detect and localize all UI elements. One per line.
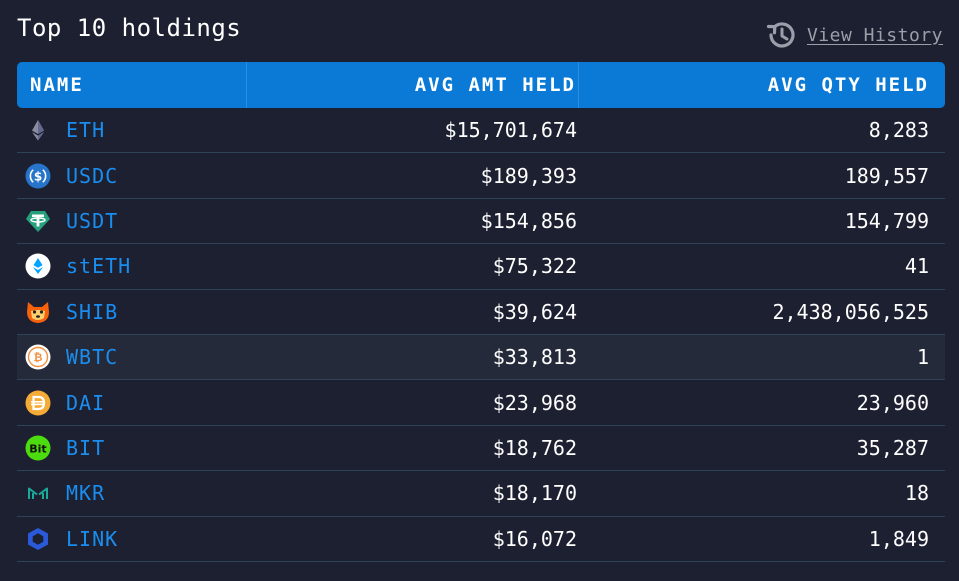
coin-symbol-link[interactable]: LINK — [66, 526, 119, 551]
usdt-icon — [25, 208, 51, 234]
usdc-icon: $ — [25, 163, 51, 189]
link-icon — [25, 526, 51, 552]
cell-avg-amount: $18,762 — [492, 435, 577, 460]
cell-avg-quantity: 1 — [916, 345, 929, 370]
cell-avg-amount: $23,968 — [492, 390, 577, 415]
cell-avg-quantity: 18 — [904, 481, 929, 506]
holdings-table: NAME AVG AMT HELD AVG QTY HELD ETH $15,70… — [17, 62, 945, 562]
coin-symbol-link[interactable]: WBTC — [66, 345, 119, 370]
coin-symbol-link[interactable]: ETH — [66, 118, 106, 143]
table-row[interactable]: USDT $154,856 154,799 — [17, 199, 945, 245]
table-row[interactable]: DAI $23,968 23,960 — [17, 380, 945, 426]
view-history-link[interactable]: View History — [763, 17, 943, 53]
history-icon — [766, 22, 795, 48]
table-row[interactable]: MKR $18,170 18 — [17, 471, 945, 517]
table-row[interactable]: $ USDC $189,393 189,557 — [17, 153, 945, 199]
cell-avg-quantity: 189,557 — [844, 163, 929, 188]
steth-icon — [25, 253, 51, 279]
table-row[interactable]: SHIB $39,624 2,438,056,525 — [17, 290, 945, 335]
cell-coin: ETH — [17, 117, 247, 143]
cell-coin: MKR — [17, 480, 247, 506]
cell-avg-quantity: 41 — [904, 254, 929, 279]
cell-avg-amount: $189,393 — [480, 163, 577, 188]
coin-symbol-link[interactable]: stETH — [66, 254, 132, 279]
cell-avg-quantity: 154,799 — [844, 208, 929, 233]
coin-symbol-link[interactable]: SHIB — [66, 299, 119, 324]
cell-coin: DAI — [17, 390, 247, 416]
page-title: Top 10 holdings — [17, 14, 242, 42]
cell-avg-quantity: 23,960 — [856, 390, 929, 415]
bit-icon: Bit — [25, 435, 51, 461]
cell-avg-quantity: 2,438,056,525 — [772, 299, 929, 324]
coin-symbol-link[interactable]: USDC — [66, 163, 119, 188]
cell-coin: stETH — [17, 253, 247, 279]
cell-coin: LINK — [17, 526, 247, 552]
table-row[interactable]: ETH $15,701,674 8,283 — [17, 108, 945, 154]
cell-coin: SHIB — [17, 299, 247, 325]
cell-avg-quantity: 8,283 — [868, 118, 929, 143]
cell-avg-quantity: 35,287 — [856, 435, 929, 460]
cell-avg-amount: $39,624 — [492, 299, 577, 324]
table-header: NAME AVG AMT HELD AVG QTY HELD — [17, 62, 945, 108]
cell-avg-amount: $33,813 — [492, 345, 577, 370]
svg-text:$: $ — [34, 169, 42, 183]
svg-text:Bit: Bit — [29, 442, 46, 455]
wbtc-icon: ₿ — [25, 344, 51, 370]
table-row[interactable]: LINK $16,072 1,849 — [17, 517, 945, 562]
cell-avg-amount: $18,170 — [492, 481, 577, 506]
table-row[interactable]: stETH $75,322 41 — [17, 244, 945, 290]
column-header-name[interactable]: NAME — [17, 62, 247, 108]
cell-avg-amount: $15,701,674 — [444, 118, 577, 143]
cell-avg-amount: $16,072 — [492, 526, 577, 551]
cell-avg-amount: $154,856 — [480, 208, 577, 233]
table-row[interactable]: Bit BIT $18,762 35,287 — [17, 426, 945, 472]
cell-coin: USDT — [17, 208, 247, 234]
mkr-icon — [25, 480, 51, 506]
coin-symbol-link[interactable]: BIT — [66, 435, 106, 460]
column-header-avg-quantity[interactable]: AVG QTY HELD — [767, 74, 929, 96]
cell-coin: $ USDC — [17, 163, 247, 189]
shib-icon — [25, 299, 51, 325]
table-body: ETH $15,701,674 8,283 $ USDC $189,393 189,557 U… — [17, 108, 945, 562]
eth-icon — [25, 117, 51, 143]
cell-coin: Bit BIT — [17, 435, 247, 461]
svg-text:₿: ₿ — [34, 351, 43, 364]
view-history-label: View History — [806, 24, 943, 46]
dai-icon — [25, 390, 51, 416]
table-row[interactable]: ₿ WBTC $33,813 1 — [17, 334, 945, 381]
cell-avg-amount: $75,322 — [492, 254, 577, 279]
coin-symbol-link[interactable]: MKR — [66, 481, 106, 506]
column-header-avg-amount[interactable]: AVG AMT HELD — [247, 62, 579, 108]
coin-symbol-link[interactable]: DAI — [66, 390, 106, 415]
coin-symbol-link[interactable]: USDT — [66, 208, 119, 233]
cell-coin: ₿ WBTC — [17, 344, 247, 370]
cell-avg-quantity: 1,849 — [868, 526, 929, 551]
